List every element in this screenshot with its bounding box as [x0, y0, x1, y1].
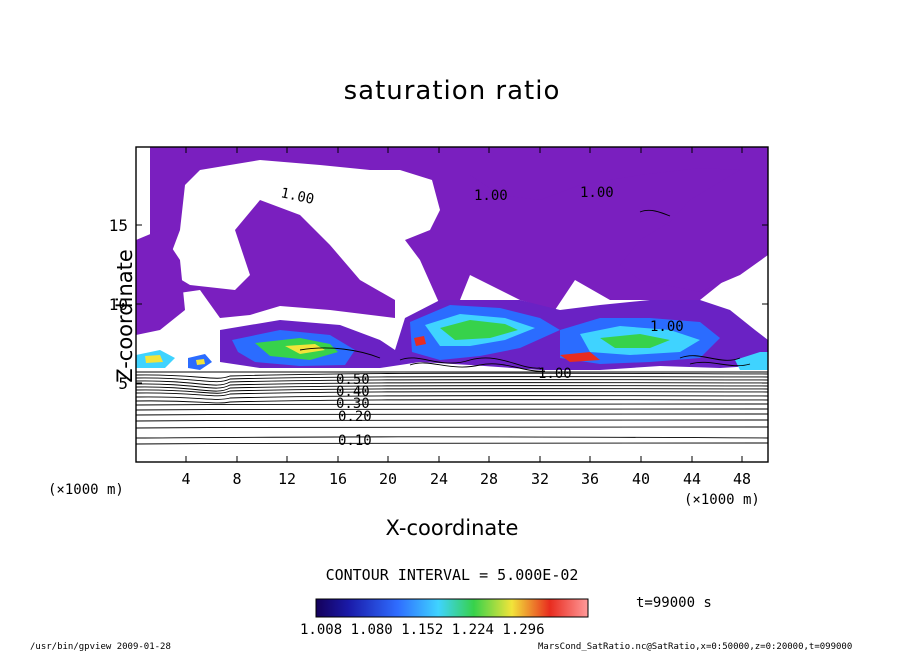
- chart-title: saturation ratio: [343, 76, 561, 106]
- contour-interval-label: CONTOUR INTERVAL = 5.000E-02: [325, 566, 579, 584]
- colorbar-tick-labels: 1.008 1.080 1.152 1.224 1.296: [300, 622, 545, 638]
- x-unit-label-right: (×1000 m): [684, 492, 760, 508]
- x-unit-label-left: (×1000 m): [48, 482, 124, 498]
- colorbar-tick-label: 1.296: [502, 622, 545, 638]
- cloud-region-left: [136, 230, 185, 335]
- x-axis-label: X-coordinate: [385, 516, 519, 540]
- cloud-region-upper: [150, 147, 768, 320]
- x-tick-label: 24: [430, 470, 448, 488]
- y-tick-marks: [136, 224, 768, 384]
- colorbar-tick-label: 1.008: [300, 622, 343, 638]
- x-tick-marks: [185, 147, 743, 462]
- x-tick-label: 16: [329, 470, 347, 488]
- colorbar-tick-label: 1.224: [451, 622, 494, 638]
- time-label: t=99000 s: [636, 595, 712, 611]
- x-tick-label: 44: [683, 470, 701, 488]
- cloud-band-red-right: [560, 352, 600, 362]
- y-tick-label: 10: [109, 295, 128, 314]
- x-tick-label: 28: [480, 470, 498, 488]
- cloud-blob-small-center: [196, 359, 205, 365]
- contour-label: 0.20: [338, 409, 372, 425]
- contour-label: 1.00: [538, 366, 572, 382]
- x-tick-label: 20: [379, 470, 397, 488]
- contour-label: 0.50: [336, 372, 370, 388]
- footer-right: MarsCond_SatRatio.nc@SatRatio,x=0:50000,…: [538, 642, 853, 652]
- y-axis-label: Z-coordinate: [112, 249, 137, 383]
- cloud-region-right-upper: [470, 147, 768, 292]
- x-tick-label: 4: [181, 470, 190, 488]
- x-tick-label: 8: [232, 470, 241, 488]
- colorbar: [315, 598, 589, 618]
- colorbar-tick-label: 1.080: [350, 622, 393, 638]
- contour-label: 0.40: [336, 384, 370, 400]
- contour-label: 0.10: [338, 433, 372, 449]
- y-tick-label: 15: [109, 216, 128, 235]
- x-tick-label: 12: [278, 470, 296, 488]
- x-tick-label: 48: [733, 470, 751, 488]
- x-tick-label: 32: [531, 470, 549, 488]
- cloud-band-green-right: [600, 334, 670, 348]
- cloud-blob-left-center: [145, 355, 163, 363]
- contour-label: 1.00: [650, 319, 684, 335]
- y-tick-label: 5: [118, 374, 128, 393]
- colorbar-tick-label: 1.152: [401, 622, 444, 638]
- contour-label: 1.00: [580, 185, 614, 201]
- x-tick-label: 40: [632, 470, 650, 488]
- x-tick-label: 36: [581, 470, 599, 488]
- contour-label: 1.00: [474, 188, 508, 204]
- cloud-band-green-mid: [440, 320, 518, 340]
- cloud-band-red-mid: [414, 336, 426, 346]
- footer-left: /usr/bin/gpview 2009-01-28: [30, 642, 171, 652]
- contour-label: 0.30: [336, 396, 370, 412]
- contour-label: 1.00: [279, 185, 315, 208]
